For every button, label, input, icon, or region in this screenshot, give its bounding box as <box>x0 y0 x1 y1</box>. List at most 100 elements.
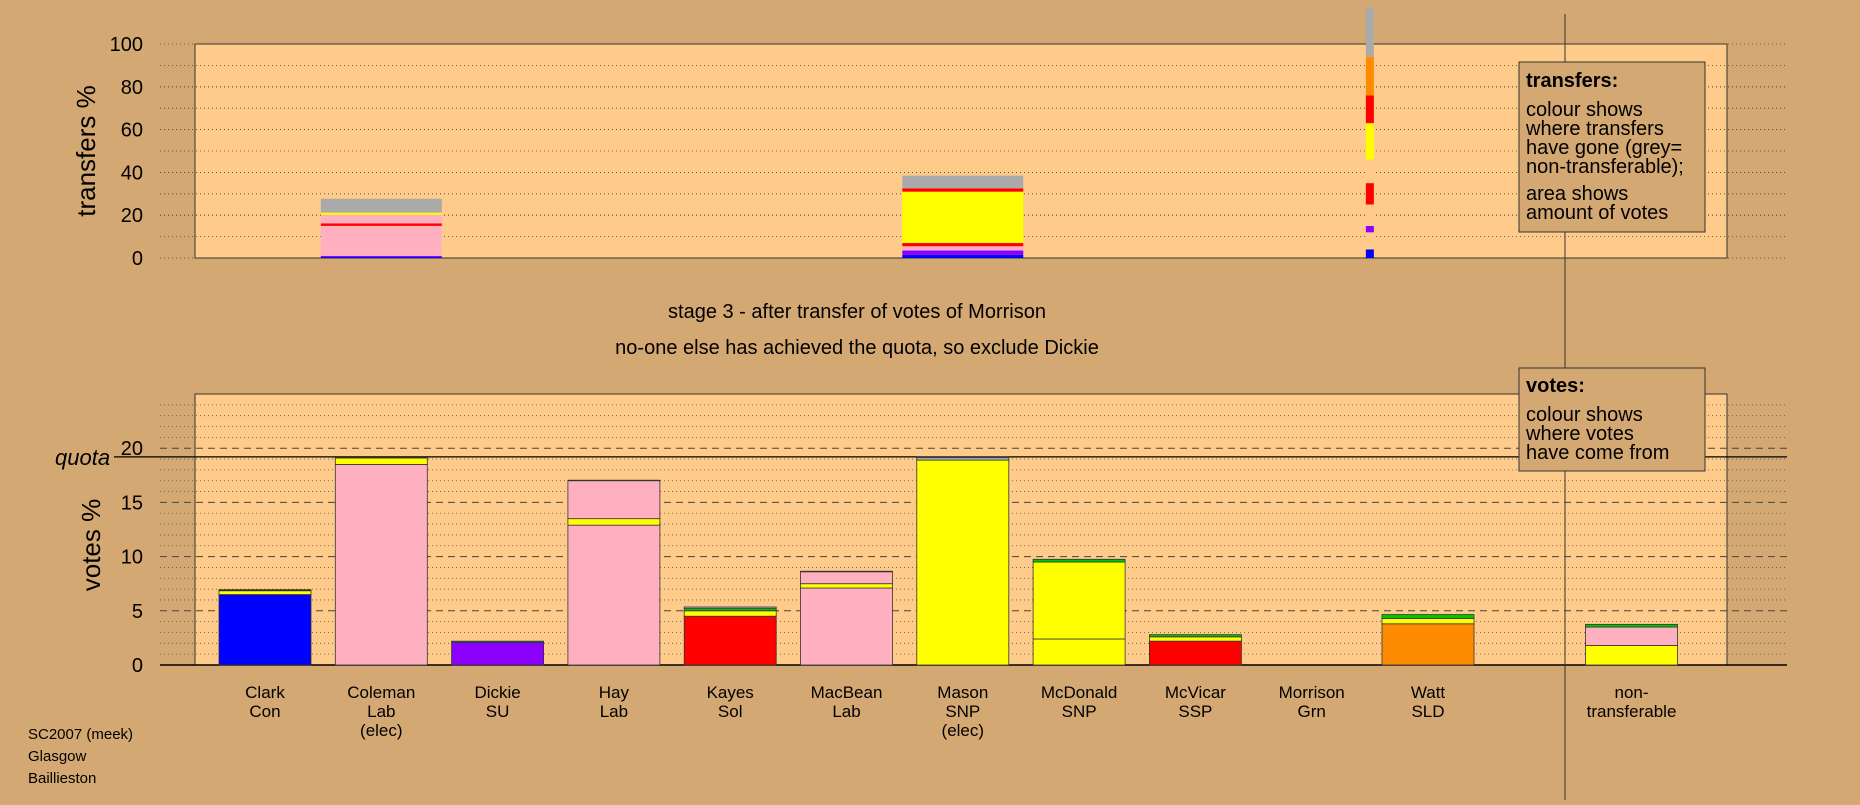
source-caption: SC2007 (meek) Glasgow Baillieston <box>28 726 133 787</box>
vote-segment <box>1381 617 1475 625</box>
vote-segment <box>567 480 661 520</box>
candidate-label-line: (elec) <box>942 721 985 740</box>
vote-segment <box>334 457 428 465</box>
vote-segment <box>916 459 1010 666</box>
transfer-segment <box>902 250 1024 255</box>
candidate-label-line: Dickie <box>474 683 520 702</box>
transfers-tick-label: 60 <box>121 120 143 142</box>
candidate-label: McDonald SNP <box>1041 683 1118 721</box>
votes-tick-label: 5 <box>132 601 143 623</box>
vote-segment <box>800 570 893 573</box>
vote-segment <box>451 641 545 666</box>
transfers-legend-title: transfers: <box>1526 70 1618 92</box>
transfer-segment <box>902 191 1024 244</box>
vote-segment <box>218 589 312 591</box>
transfers-legend-line: non-transferable); <box>1526 156 1684 178</box>
transfers-legend-line: amount of votes <box>1526 202 1668 224</box>
votes-tick-label: 0 <box>132 655 143 677</box>
transfer-segment <box>1365 183 1374 205</box>
transfers-plot: 0 20 40 60 80 100 transfers % <box>71 7 1787 270</box>
transfer-segment <box>902 175 1024 189</box>
candidate-label-line: Hay <box>599 683 630 702</box>
vote-segment <box>800 571 893 585</box>
transfers-legend-line: area shows <box>1526 183 1628 205</box>
vote-segment <box>1585 623 1678 628</box>
candidate-label-line: Watt <box>1411 683 1446 702</box>
vote-segment <box>334 464 428 666</box>
transfers-tick-label: 0 <box>132 248 143 270</box>
candidate-label-line: SLD <box>1411 702 1444 721</box>
candidate-label-line: Morrison <box>1279 683 1345 702</box>
transfer-segment <box>1365 204 1374 226</box>
votes-legend-box <box>1518 367 1706 472</box>
candidate-label-line: Sol <box>718 702 743 721</box>
votes-axis-label: votes % <box>76 499 106 592</box>
candidate-label-line: MacBean <box>811 683 883 702</box>
transfers-legend-line: where transfers <box>1525 118 1664 140</box>
transfer-segment <box>1365 225 1374 233</box>
votes-legend-line: where votes <box>1525 423 1634 445</box>
candidate-label-line: Lab <box>600 702 628 721</box>
vote-segment <box>800 583 893 589</box>
transfers-legend: transfers: colour shows where transfers … <box>1518 61 1706 233</box>
transfer-segment <box>1365 159 1374 184</box>
candidate-label-line: Con <box>249 702 280 721</box>
candidate-label: Hay Lab <box>599 683 630 721</box>
stage-text: stage 3 - after transfer of votes of Mor… <box>668 301 1046 323</box>
transfer-segment <box>1365 7 1374 57</box>
vote-segment <box>334 457 428 459</box>
votes-legend-line: colour shows <box>1526 404 1643 426</box>
candidate-label-line: McDonald <box>1041 683 1118 702</box>
vote-segment <box>916 457 1010 461</box>
candidate-label-line: SNP <box>1062 702 1097 721</box>
candidate-label: MacBean Lab <box>811 683 883 721</box>
transfer-segment <box>320 223 442 226</box>
transfers-legend-line: colour shows <box>1526 99 1643 121</box>
candidate-label-line: Coleman <box>347 683 415 702</box>
transfer-segment <box>1365 95 1374 124</box>
transfer-segment <box>902 246 1024 251</box>
quota-label: quota <box>55 445 110 470</box>
vote-segment <box>567 518 661 526</box>
candidate-label-line: SSP <box>1178 702 1212 721</box>
transfers-tick-label: 40 <box>121 162 143 184</box>
candidate-label: Coleman Lab (elec) <box>347 683 415 740</box>
vote-segment <box>1032 638 1126 666</box>
vote-segment <box>1585 626 1678 646</box>
candidate-label-line: non- <box>1615 683 1649 702</box>
vote-segment <box>916 456 1010 458</box>
candidate-label: Kayes Sol <box>707 683 754 721</box>
vote-segment <box>567 524 661 666</box>
vote-segment <box>683 615 777 666</box>
transfer-segment <box>902 188 1024 192</box>
vote-segment <box>1032 558 1126 563</box>
transfer-segment <box>320 212 442 215</box>
vote-segment <box>567 479 661 482</box>
transfers-legend-box <box>1518 61 1706 233</box>
vote-segment <box>1149 634 1242 638</box>
candidate-label: McVicar SSP <box>1165 683 1226 721</box>
source-line: Glasgow <box>28 748 87 765</box>
candidate-label-line: Kayes <box>707 683 754 702</box>
source-line: Baillieston <box>28 770 96 787</box>
source-line: SC2007 (meek) <box>28 726 133 743</box>
votes-legend-line: have come from <box>1526 442 1669 464</box>
candidate-label-line: Lab <box>832 702 860 721</box>
candidate-label: Watt SLD <box>1411 683 1446 721</box>
vote-segment <box>1032 561 1126 640</box>
candidate-label-line: Lab <box>367 702 395 721</box>
transfer-segment <box>1365 232 1374 250</box>
transfer-segment <box>1365 123 1374 160</box>
vote-segment <box>1381 623 1475 666</box>
transfers-tick-label: 100 <box>110 34 143 56</box>
transfers-tick-label: 80 <box>121 77 143 99</box>
candidate-label-line: SNP <box>945 702 980 721</box>
transfer-segment <box>320 255 442 257</box>
votes-legend-title: votes: <box>1526 375 1585 397</box>
transfers-tick-label: 20 <box>121 205 143 227</box>
vote-segment <box>218 594 312 666</box>
candidate-label: Dickie SU <box>474 683 520 721</box>
